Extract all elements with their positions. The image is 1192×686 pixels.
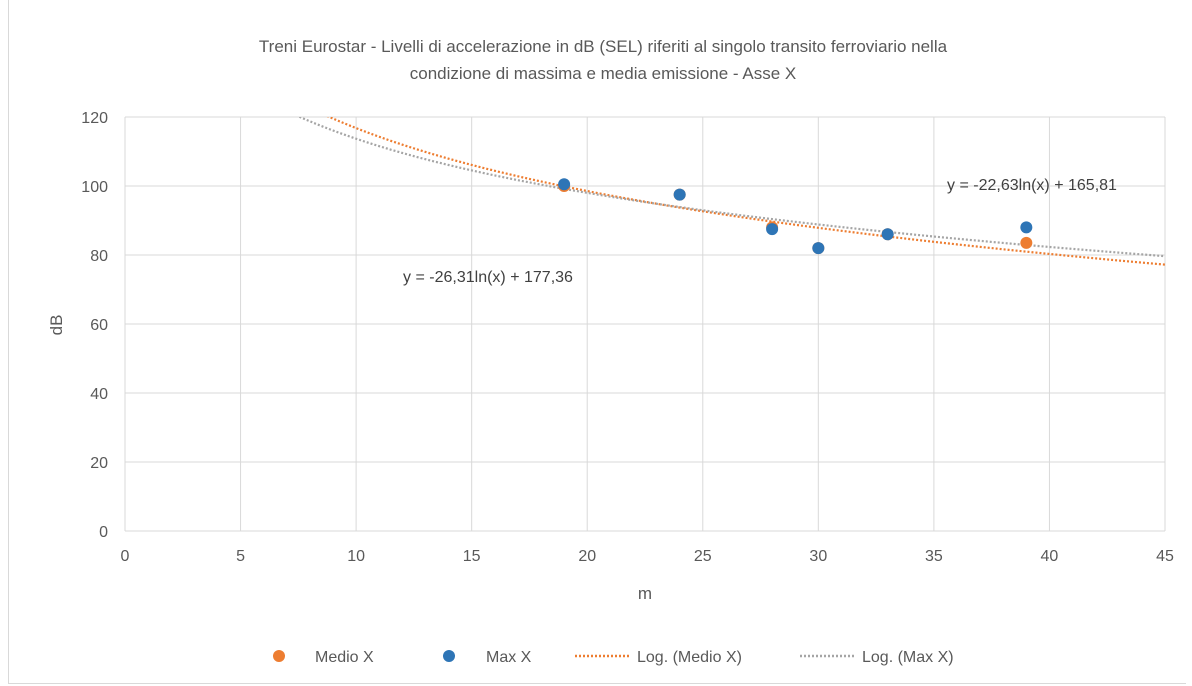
y-tick-label: 60 (90, 317, 108, 334)
x-tick-label: 35 (925, 548, 943, 565)
y-tick-label: 120 (81, 110, 108, 127)
x-tick-label: 45 (1156, 548, 1174, 565)
data-points (558, 178, 1033, 255)
x-tick-label: 40 (1041, 548, 1059, 565)
legend-label-max-x: Max X (486, 649, 532, 666)
data-point-max-x (673, 188, 686, 201)
legend-marker-medio-x (273, 650, 285, 662)
x-tick-label: 5 (236, 548, 245, 565)
trendline-equation-medio: y = -26,31ln(x) + 177,36 (403, 269, 573, 286)
data-point-max-x (812, 242, 825, 255)
x-axis-label: m (638, 584, 652, 603)
grid-lines (124, 116, 1166, 532)
x-tick-label: 30 (809, 548, 827, 565)
x-tick-label: 0 (121, 548, 130, 565)
y-tick-label: 0 (99, 524, 108, 541)
y-tick-label: 40 (90, 386, 108, 403)
legend: Medio X Max X Log. (Medio X) Log. (Max X… (273, 649, 954, 666)
data-point-max-x (1020, 221, 1033, 234)
legend-marker-max-x (443, 650, 455, 662)
trendline-log-medio-x (326, 117, 1165, 266)
legend-label-log-max-x: Log. (Max X) (862, 649, 954, 666)
data-point-max-x (881, 228, 894, 241)
x-tick-label: 20 (578, 548, 596, 565)
data-point-max-x (558, 178, 571, 191)
y-tick-label: 20 (90, 455, 108, 472)
chart-frame (8, 0, 1186, 684)
legend-label-log-medio-x: Log. (Medio X) (637, 649, 742, 666)
tick-labels: 0 20 40 60 80 100 120 0 5 10 15 20 25 30 35 40 45 (81, 110, 1174, 565)
x-tick-label: 15 (463, 548, 481, 565)
data-point-medio-x (1020, 236, 1033, 249)
y-tick-label: 100 (81, 179, 108, 196)
y-axis-label: dB (47, 315, 66, 336)
legend-label-medio-x: Medio X (315, 649, 374, 666)
x-tick-label: 25 (694, 548, 712, 565)
chart-title-line-2: condizione di massima e media emissione … (410, 64, 796, 83)
trendline-log-max-x (297, 117, 1165, 258)
data-point-max-x (766, 223, 779, 236)
y-tick-label: 80 (90, 248, 108, 265)
trendline-equation-max: y = -22,63ln(x) + 165,81 (947, 177, 1117, 194)
chart-title-line-1: Treni Eurostar - Livelli di accelerazion… (259, 37, 948, 56)
trendlines (297, 117, 1165, 266)
x-tick-label: 10 (347, 548, 365, 565)
